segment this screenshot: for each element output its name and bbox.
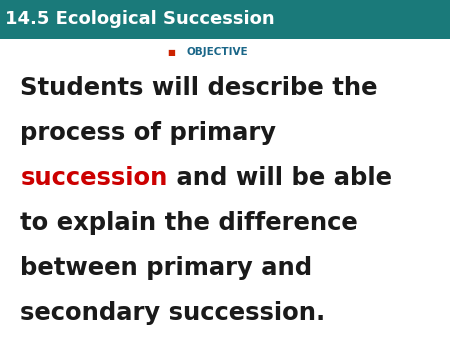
Text: and will be able: and will be able [167,166,392,190]
Text: to explain the difference: to explain the difference [20,211,358,235]
Text: Students will describe the: Students will describe the [20,76,378,100]
Text: 14.5 Ecological Succession: 14.5 Ecological Succession [5,10,275,28]
Text: ■: ■ [167,48,175,57]
Text: OBJECTIVE: OBJECTIVE [187,47,248,57]
Text: process of primary: process of primary [20,121,276,145]
Text: between primary and: between primary and [20,256,312,280]
FancyBboxPatch shape [0,0,450,39]
Text: secondary succession.: secondary succession. [20,301,325,325]
Text: succession: succession [20,166,167,190]
